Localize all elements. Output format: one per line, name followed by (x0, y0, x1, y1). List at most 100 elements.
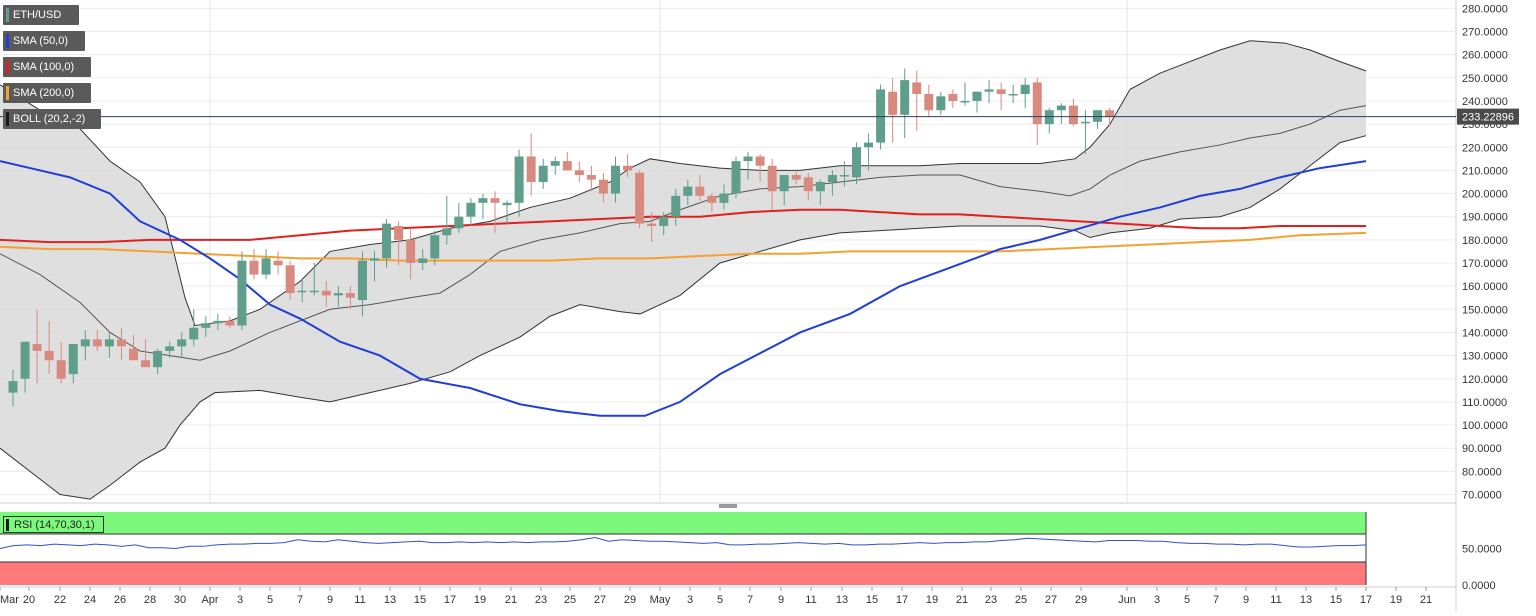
candle-up (68, 344, 78, 375)
candle-up (165, 346, 175, 351)
x-tick-label: 23 (535, 594, 547, 606)
candle-up (683, 186, 693, 196)
legend-sma200-label: SMA (200,0) (13, 87, 75, 99)
sma50-swatch (6, 34, 9, 48)
candle-down (1032, 82, 1042, 125)
candle-down (755, 156, 765, 166)
legend-eth-usd-label: ETH/USD (13, 9, 62, 21)
candle-down (394, 225, 404, 240)
candle-up (442, 228, 452, 236)
x-tick-label: 15 (866, 594, 878, 606)
candle-up (20, 341, 30, 379)
legend-sma50[interactable]: SMA (50,0) (3, 31, 85, 51)
candle-up (478, 198, 488, 203)
rsi-oversold-zone (0, 562, 1366, 585)
candle-up (104, 339, 114, 347)
candle-down (647, 223, 657, 226)
candle-down (707, 195, 717, 203)
y-tick-label: 190.0000 (1462, 212, 1508, 224)
x-tick-label: 26 (114, 594, 126, 606)
candle-up (153, 350, 163, 368)
y-tick-label: 210.0000 (1462, 165, 1508, 177)
candle-up (1093, 110, 1102, 122)
candle-down (56, 360, 66, 379)
candle-up (1056, 105, 1066, 111)
rsi-overbought-zone (0, 512, 1366, 534)
x-tick-label: 17 (444, 594, 456, 606)
candle-up (864, 142, 874, 148)
sma50-line (0, 160, 1367, 417)
candle-up (177, 339, 187, 347)
x-tick-label: 17 (1360, 594, 1372, 606)
x-tick-label: 30 (174, 594, 186, 606)
x-tick-label: 3 (687, 594, 693, 606)
candle-up (839, 175, 849, 177)
legend-boll-label: BOLL (20,2,-2) (13, 113, 86, 125)
candle-up (297, 290, 307, 293)
candle-up (237, 260, 247, 326)
candle-down (44, 350, 54, 361)
x-tick-label: 15 (414, 594, 426, 606)
sma100-swatch (6, 60, 9, 74)
x-tick-label: 13 (836, 594, 848, 606)
candle-up (502, 202, 512, 206)
candle-up (80, 339, 90, 347)
candle-down (141, 360, 151, 368)
legend-sma200[interactable]: SMA (200,0) (3, 83, 91, 103)
x-tick-label: 23 (985, 594, 997, 606)
candle-up (972, 91, 982, 101)
x-tick-label: Mar (0, 594, 19, 606)
x-tick-label: 9 (1243, 594, 1249, 606)
legend-eth-usd[interactable]: ETH/USD (3, 5, 79, 25)
x-tick-label: 11 (354, 594, 365, 606)
candle-down (321, 290, 331, 296)
candle-up (430, 235, 440, 259)
y-tick-label: 150.0000 (1462, 304, 1508, 316)
legend-boll[interactable]: BOLL (20,2,-2) (3, 109, 101, 129)
x-tick-label: 21 (505, 594, 517, 606)
y-tick-label: 80.0000 (1462, 466, 1502, 478)
candle-down (562, 161, 572, 171)
candle-down (225, 320, 235, 326)
candle-down (129, 348, 138, 361)
candle-up (876, 89, 886, 143)
rsi-tick-label: 50.0000 (1462, 544, 1502, 556)
sma200-swatch (6, 86, 9, 100)
x-tick-label: 29 (1075, 594, 1087, 606)
x-tick-label: 25 (1015, 594, 1027, 606)
legend-sma50-label: SMA (50,0) (13, 35, 69, 47)
x-tick-label: 24 (84, 594, 96, 606)
legend-rsi[interactable]: RSI (14,70,30,1) (3, 516, 104, 533)
rsi-tick-label: 0.0000 (1462, 580, 1496, 592)
candle-up (984, 89, 994, 92)
rsi-swatch (6, 519, 9, 531)
x-tick-label: 27 (1045, 594, 1057, 606)
legend-sma100-label: SMA (100,0) (13, 61, 75, 73)
candle-down (406, 239, 416, 263)
candle-down (791, 175, 801, 180)
candle-down (526, 156, 536, 182)
legend-sma100[interactable]: SMA (100,0) (3, 57, 91, 77)
x-tick-label: 3 (1154, 594, 1160, 606)
x-tick-label: 13 (384, 594, 396, 606)
candle-up (213, 320, 223, 324)
candle-up (960, 100, 970, 103)
candle-down (32, 344, 42, 351)
candle-down (767, 165, 777, 192)
y-tick-label: 260.0000 (1462, 50, 1508, 62)
pane-resize-handle (719, 504, 737, 508)
y-tick-label: 250.0000 (1462, 73, 1508, 85)
y-tick-label: 120.0000 (1462, 374, 1508, 386)
x-tick-label: 20 (23, 594, 35, 606)
candle-down (574, 170, 584, 176)
y-tick-label: 70.0000 (1462, 490, 1502, 502)
x-tick-label: 27 (594, 594, 606, 606)
candle-up (357, 260, 367, 301)
x-tick-label: 29 (624, 594, 636, 606)
candle-up (466, 202, 476, 217)
sma200-line (0, 231, 1367, 262)
y-tick-label: 130.0000 (1462, 351, 1508, 363)
candle-up (719, 193, 729, 203)
y-tick-label: 140.0000 (1462, 327, 1508, 339)
candle-down (912, 82, 922, 95)
